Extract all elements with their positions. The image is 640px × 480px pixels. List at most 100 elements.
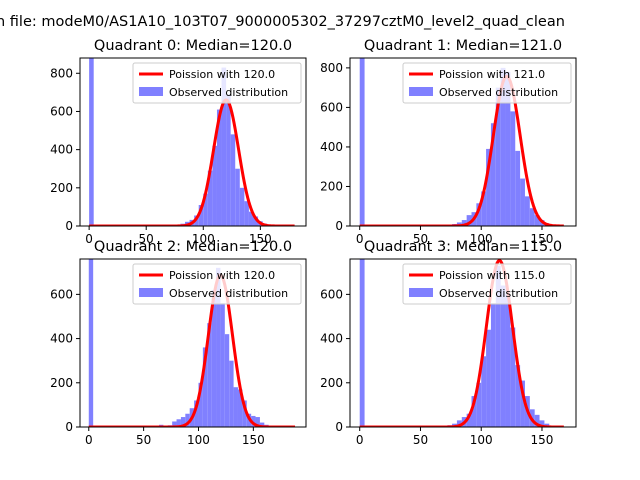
histogram-bar: [211, 289, 217, 427]
poisson-curve: [88, 98, 295, 226]
y-tick-label: 0: [335, 219, 343, 233]
x-tick-label: 150: [531, 232, 554, 246]
histogram-bar: [461, 220, 467, 226]
plot-area: [359, 259, 565, 427]
subplot-title: Quadrant 2: Median=120.0: [94, 239, 292, 255]
histogram-bar: [194, 400, 199, 427]
histogram-bar: [235, 168, 240, 226]
histogram-bar: [221, 67, 227, 226]
y-tick-label: 800: [50, 66, 73, 80]
histogram-bar: [226, 94, 231, 226]
legend-label-poisson: Poission with 120.0: [169, 269, 275, 282]
histogram-bar: [239, 187, 245, 226]
legend: Poission with 121.0 Observed distribution: [402, 62, 572, 104]
y-tick-label: 600: [320, 100, 343, 114]
histogram-bar: [172, 421, 177, 427]
histogram-bar: [185, 413, 190, 427]
subplot-title: Quadrant 1: Median=121.0: [364, 38, 562, 54]
y-tick-label: 600: [50, 104, 73, 118]
poisson-curve: [88, 273, 296, 427]
histogram-bar: [216, 109, 222, 226]
histogram-bar: [230, 134, 236, 226]
x-tick-label: 150: [242, 433, 265, 447]
histogram-bar: [515, 365, 521, 427]
y-tick-label: 200: [50, 181, 73, 195]
legend-label-poisson: Poission with 115.0: [439, 269, 545, 282]
figure-suptitle: n file: modeM0/AS1A10_103T07_9000005302_…: [0, 14, 565, 30]
y-tick-label: 0: [65, 219, 73, 233]
y-tick-label: 600: [50, 287, 73, 301]
legend-bar-swatch: [139, 288, 163, 297]
y-tick-label: 800: [320, 61, 343, 75]
histogram-bar: [505, 71, 511, 226]
axes-frame: [349, 57, 577, 227]
x-tick-label: 100: [187, 433, 210, 447]
histogram-bar: [481, 356, 487, 427]
histogram-bar: [500, 285, 506, 427]
histogram-bar: [505, 294, 511, 427]
histogram-bar: [180, 417, 186, 427]
legend-label-observed: Observed distribution: [169, 86, 288, 99]
histogram-bar: [471, 396, 477, 427]
plot-area: [88, 259, 296, 427]
x-tick-label: 100: [192, 232, 215, 246]
histogram-bar: [89, 58, 94, 226]
histogram-bar: [203, 193, 208, 226]
plot-area: [359, 58, 565, 226]
histogram-bar: [534, 414, 540, 427]
histogram-bar: [212, 145, 217, 226]
subplot-quadrant-3: 0 50 100 150 0 200 400 600 Quadrant 3: Median=11…: [320, 239, 577, 447]
histogram-bar: [510, 327, 516, 427]
histogram-bar: [524, 196, 530, 226]
histogram-bar: [255, 417, 260, 427]
histogram-bar: [198, 382, 203, 427]
y-tick-label: 400: [50, 143, 73, 157]
histogram-bar: [224, 334, 230, 427]
y-tick-label: 200: [320, 376, 343, 390]
y-tick-label: 0: [65, 420, 73, 434]
poisson-curve: [359, 74, 565, 226]
x-tick-label: 100: [470, 232, 493, 246]
axes-frame: [79, 258, 307, 428]
subplot-quadrant-0: 0 50 100 150 0 200 400 600 800 Quadrant 0: Median…: [50, 38, 307, 246]
histogram-bar: [207, 170, 213, 226]
legend-box: [132, 62, 302, 104]
histogram-bar: [466, 215, 472, 226]
y-tick-label: 200: [50, 376, 73, 390]
plot-area: [88, 58, 295, 226]
histogram-bar: [207, 323, 212, 427]
histogram-bar: [495, 87, 501, 226]
y-tick-label: 600: [320, 287, 343, 301]
legend-label-observed: Observed distribution: [439, 86, 558, 99]
x-tick-label: 150: [249, 232, 272, 246]
x-tick-label: 0: [356, 232, 364, 246]
histogram-bar: [534, 215, 540, 226]
x-tick-label: 150: [531, 433, 554, 447]
histogram-bar: [510, 111, 516, 226]
legend-box: [132, 263, 302, 305]
histogram-bar: [476, 382, 482, 427]
histogram-bar: [490, 123, 496, 226]
histogram-bar: [233, 387, 238, 427]
histogram-bar: [500, 67, 506, 226]
x-tick-label: 50: [136, 433, 151, 447]
histogram-bar: [490, 303, 496, 427]
subplot-quadrant-2: 0 50 100 150 0 200 400 600 Quadrant 2: Median=12…: [50, 239, 307, 447]
histogram-bar: [220, 303, 225, 427]
x-tick-label: 50: [139, 232, 154, 246]
histogram-bar: [520, 380, 525, 427]
histogram-bar: [202, 347, 208, 427]
histogram-bar: [466, 413, 472, 427]
legend: Poission with 120.0 Observed distribution: [132, 263, 302, 305]
histogram-bar: [359, 259, 365, 427]
poisson-curve: [359, 259, 565, 427]
axes-frame: [79, 57, 307, 227]
subplot-title: Quadrant 0: Median=120.0: [94, 38, 292, 54]
histogram-bar: [176, 419, 181, 427]
histogram-bar: [248, 211, 254, 226]
histogram-bar: [359, 58, 365, 226]
y-tick-label: 200: [320, 179, 343, 193]
histogram-bar: [529, 208, 535, 226]
histogram-bar: [515, 150, 521, 226]
x-tick-label: 50: [413, 232, 428, 246]
